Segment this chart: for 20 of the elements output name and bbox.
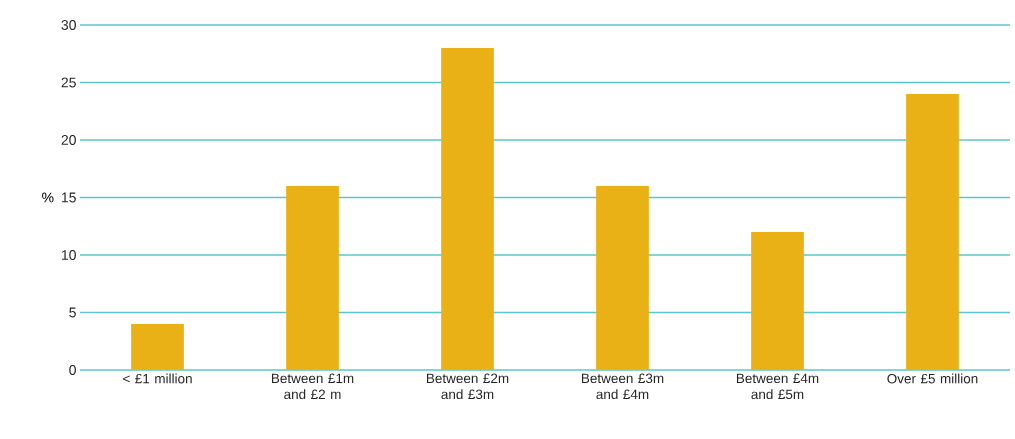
bar bbox=[286, 185, 339, 370]
y-tick-label: 0 bbox=[69, 365, 76, 375]
bar bbox=[441, 47, 494, 370]
x-tick-label: Over £5 million bbox=[887, 373, 978, 384]
y-tick-label: 5 bbox=[69, 307, 76, 318]
y-axis-title: % bbox=[42, 192, 54, 203]
x-tick-label: < £1 million bbox=[123, 373, 192, 384]
x-tick-label: Between £2m and £3m bbox=[426, 373, 509, 400]
y-tick-label: 15 bbox=[61, 192, 76, 203]
bar bbox=[751, 231, 804, 370]
bar bbox=[906, 93, 959, 370]
y-tick-label: 20 bbox=[61, 135, 76, 145]
y-tick-label: 10 bbox=[61, 250, 76, 260]
y-tick-label: 25 bbox=[61, 77, 76, 88]
bar bbox=[596, 185, 649, 370]
bar bbox=[131, 323, 184, 370]
y-tick-label: 30 bbox=[61, 20, 76, 30]
x-tick-label: Between £3m and £4m bbox=[581, 373, 664, 400]
x-tick-label: Between £4m and £5m bbox=[736, 373, 819, 400]
x-tick-label: Between £1m and £2 m bbox=[271, 373, 354, 400]
